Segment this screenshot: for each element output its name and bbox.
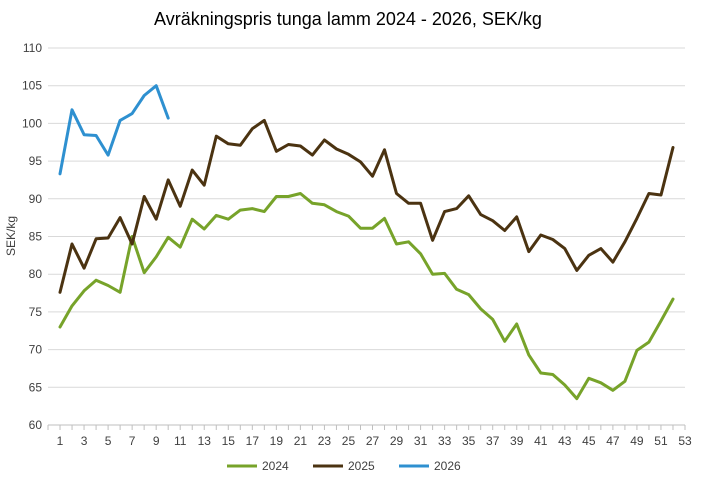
x-tick-label: 17 [246, 434, 260, 448]
x-tick-label: 11 [174, 434, 187, 448]
x-tick-label: 35 [462, 434, 476, 448]
x-tick-label: 25 [342, 434, 356, 448]
y-tick-label: 90 [29, 192, 43, 206]
y-tick-label: 100 [22, 116, 42, 130]
x-tick-label: 15 [222, 434, 236, 448]
x-tick-label: 47 [606, 434, 620, 448]
x-tick-label: 7 [129, 434, 136, 448]
x-tick-label: 3 [81, 434, 88, 448]
chart-title: Avräkningspris tunga lamm 2024 - 2026, S… [154, 9, 542, 29]
y-axis-title: SEK/kg [4, 216, 18, 256]
legend: 2024 2025 2026 [227, 459, 461, 473]
x-tick-label: 33 [438, 434, 452, 448]
x-tick-label: 41 [534, 434, 548, 448]
x-tick-label: 13 [198, 434, 212, 448]
y-tick-label: 110 [23, 41, 42, 55]
series-line-2024 [58, 192, 675, 401]
y-tick-label: 95 [29, 154, 43, 168]
x-tick-label: 53 [678, 434, 692, 448]
y-tick-label: 60 [29, 418, 43, 432]
x-tick-label: 49 [630, 434, 644, 448]
y-tick-label: 65 [29, 380, 43, 394]
x-tick-label: 37 [486, 434, 500, 448]
x-tick-label: 43 [558, 434, 572, 448]
y-tick-label: 105 [22, 79, 42, 93]
y-tick-label: 85 [29, 230, 43, 244]
gridlines [48, 47, 685, 388]
series-line-2026 [58, 84, 170, 176]
y-tick-label: 70 [29, 343, 43, 357]
x-tick-label: 5 [105, 434, 112, 448]
legend-label-2024: 2024 [262, 459, 289, 473]
x-tick-label: 45 [582, 434, 596, 448]
series-lines [58, 84, 675, 401]
x-tick-label: 27 [366, 434, 380, 448]
x-tick-label: 1 [57, 434, 64, 448]
x-tick-label: 31 [414, 434, 428, 448]
y-tick-label: 80 [29, 267, 43, 281]
series-line-2025 [58, 118, 675, 294]
x-tick-label: 23 [318, 434, 332, 448]
x-tick-label: 39 [510, 434, 524, 448]
legend-label-2026: 2026 [434, 459, 461, 473]
x-tick-label: 9 [153, 434, 160, 448]
x-tick-label: 29 [390, 434, 404, 448]
x-tick-label: 19 [270, 434, 284, 448]
legend-label-2025: 2025 [348, 459, 375, 473]
x-tick-label: 51 [654, 434, 668, 448]
y-tick-label: 75 [29, 305, 43, 319]
x-tick-label: 21 [294, 434, 308, 448]
